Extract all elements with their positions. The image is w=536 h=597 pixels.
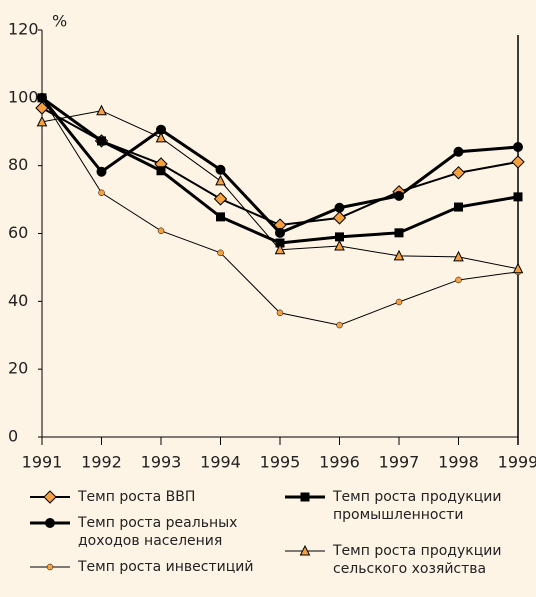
marker — [213, 192, 228, 206]
marker — [454, 202, 463, 212]
marker — [215, 164, 226, 175]
x-tick-label: 1998 — [438, 453, 479, 472]
marker — [393, 249, 405, 261]
legend-label: Темп роста реальных доходов населения — [78, 515, 238, 549]
x-tick-label: 1991 — [22, 453, 63, 472]
marker — [513, 192, 523, 202]
marker — [513, 142, 523, 153]
y-axis-label: % — [52, 12, 67, 31]
marker — [336, 321, 343, 329]
marker — [275, 227, 285, 238]
y-tick-label: 40 — [8, 291, 28, 310]
marker — [216, 212, 225, 222]
marker — [394, 190, 404, 201]
x-tick-label: 1996 — [319, 453, 360, 472]
y-tick-label: 120 — [8, 20, 39, 39]
marker — [453, 250, 464, 262]
marker — [455, 276, 462, 284]
marker — [98, 189, 105, 197]
marker — [36, 115, 48, 127]
y-tick-label: 20 — [8, 359, 28, 378]
marker — [215, 174, 226, 186]
marker — [96, 166, 107, 177]
marker — [155, 131, 167, 143]
marker — [511, 155, 525, 169]
marker — [395, 298, 403, 306]
marker — [300, 492, 310, 502]
marker — [35, 101, 49, 115]
marker — [451, 166, 466, 180]
marker — [45, 518, 55, 528]
marker — [97, 136, 106, 146]
x-tick-label: 1992 — [81, 453, 122, 472]
marker — [299, 544, 311, 556]
marker — [512, 262, 524, 274]
marker — [276, 309, 284, 317]
x-tick-label: 1999 — [498, 453, 536, 472]
marker — [334, 202, 345, 213]
marker — [46, 563, 54, 571]
marker — [334, 239, 345, 251]
marker — [37, 93, 47, 103]
marker — [217, 249, 224, 257]
x-tick-label: 1993 — [141, 453, 182, 472]
legend-label: Темп роста инвестиций — [78, 559, 254, 575]
x-tick-label: 1994 — [200, 453, 241, 472]
y-tick-label: 60 — [8, 223, 28, 242]
marker — [43, 490, 57, 504]
marker — [96, 104, 107, 116]
legend-label: Темп роста продукции сельского хозяйства — [333, 543, 502, 577]
x-tick-label: 1997 — [379, 453, 420, 472]
x-tick-label: 1995 — [260, 453, 301, 472]
marker — [335, 232, 344, 242]
marker — [453, 146, 464, 157]
legend-label: Темп роста продукции промышленности — [333, 489, 502, 523]
marker — [274, 243, 286, 255]
marker — [156, 166, 166, 176]
series-line — [41, 107, 519, 227]
y-tick-label: 0 — [8, 427, 18, 446]
marker — [332, 211, 347, 225]
legend-label: Темп роста ВВП — [78, 489, 196, 505]
marker — [157, 227, 165, 235]
marker — [394, 228, 404, 238]
y-tick-label: 80 — [8, 155, 28, 174]
y-tick-label: 100 — [8, 87, 39, 106]
